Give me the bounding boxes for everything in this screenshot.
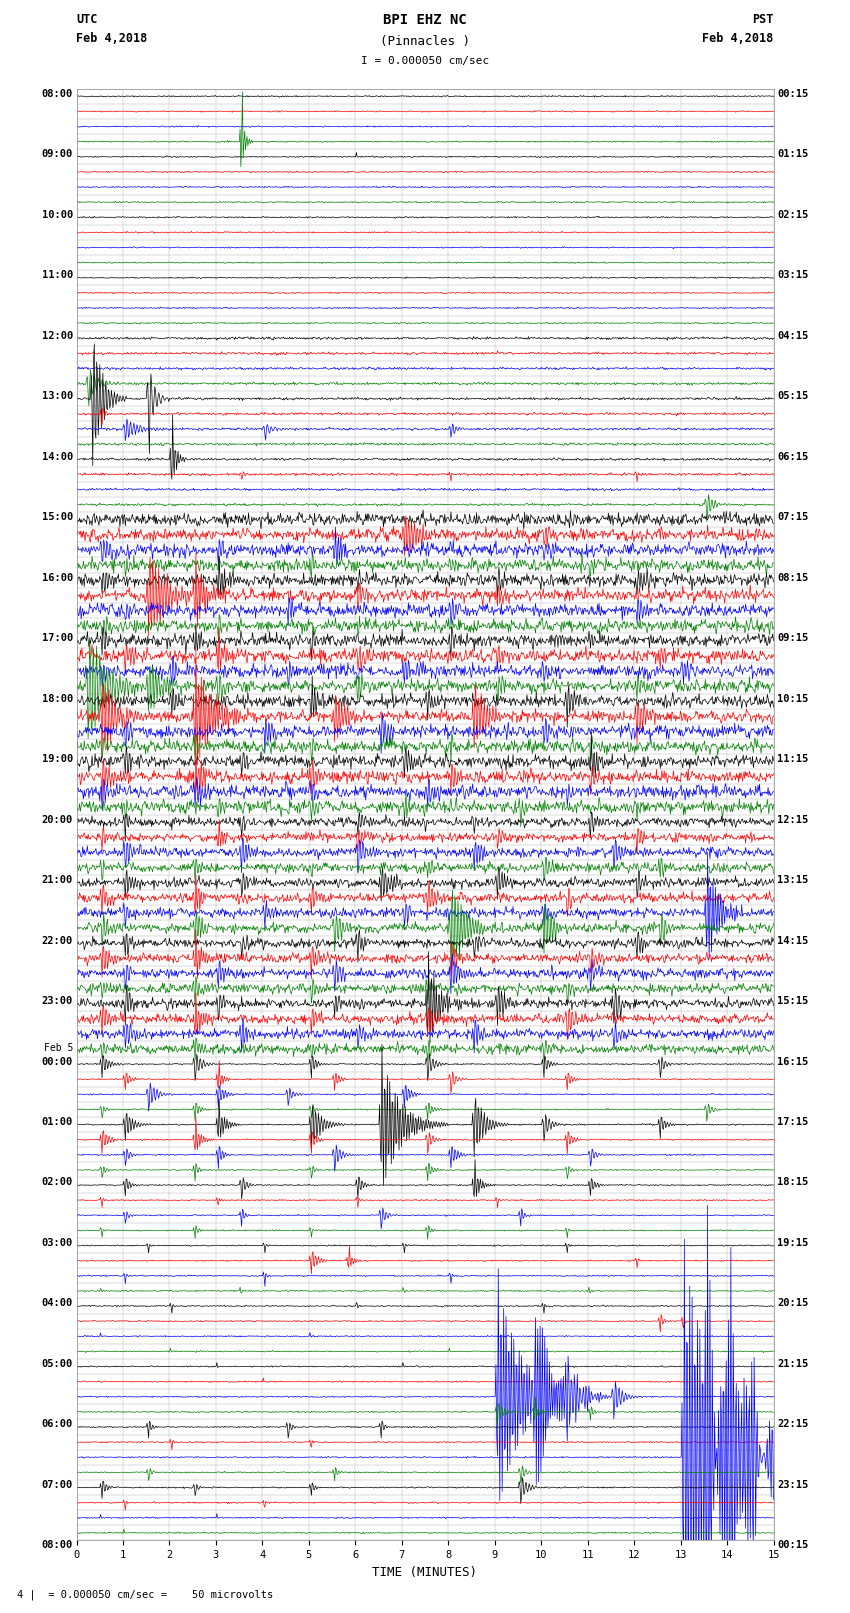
Text: 03:00: 03:00 [42, 1239, 73, 1248]
Text: 08:15: 08:15 [777, 573, 808, 582]
Text: 00:15: 00:15 [777, 1540, 808, 1550]
Text: 03:15: 03:15 [777, 271, 808, 281]
Text: 08:00: 08:00 [42, 1540, 73, 1550]
Text: 14:00: 14:00 [42, 452, 73, 461]
Text: 21:15: 21:15 [777, 1358, 808, 1369]
Text: 23:15: 23:15 [777, 1481, 808, 1490]
Text: 14:15: 14:15 [777, 936, 808, 945]
Text: 04:15: 04:15 [777, 331, 808, 340]
Text: 04:00: 04:00 [42, 1298, 73, 1308]
Text: 11:15: 11:15 [777, 755, 808, 765]
Text: 19:00: 19:00 [42, 755, 73, 765]
Text: 20:15: 20:15 [777, 1298, 808, 1308]
Text: 07:00: 07:00 [42, 1481, 73, 1490]
Text: 00:15: 00:15 [777, 89, 808, 98]
Text: 13:00: 13:00 [42, 392, 73, 402]
Text: BPI EHZ NC: BPI EHZ NC [383, 13, 467, 27]
Text: 12:15: 12:15 [777, 815, 808, 824]
Text: 10:15: 10:15 [777, 694, 808, 703]
Text: 17:15: 17:15 [777, 1116, 808, 1127]
Text: 00:00: 00:00 [42, 1057, 73, 1066]
Text: 01:15: 01:15 [777, 150, 808, 160]
Text: 13:15: 13:15 [777, 876, 808, 886]
Text: 01:00: 01:00 [42, 1116, 73, 1127]
Text: Feb 5: Feb 5 [43, 1044, 73, 1053]
Text: 19:15: 19:15 [777, 1239, 808, 1248]
Text: 21:00: 21:00 [42, 876, 73, 886]
Text: I = 0.000050 cm/sec: I = 0.000050 cm/sec [361, 56, 489, 66]
Text: 11:00: 11:00 [42, 271, 73, 281]
Text: 4 |  = 0.000050 cm/sec =    50 microvolts: 4 | = 0.000050 cm/sec = 50 microvolts [17, 1589, 273, 1600]
X-axis label: TIME (MINUTES): TIME (MINUTES) [372, 1566, 478, 1579]
Text: (Pinnacles ): (Pinnacles ) [380, 35, 470, 48]
Text: 02:00: 02:00 [42, 1177, 73, 1187]
Text: 05:15: 05:15 [777, 392, 808, 402]
Text: 23:00: 23:00 [42, 997, 73, 1007]
Text: 08:00: 08:00 [42, 89, 73, 98]
Text: Feb 4,2018: Feb 4,2018 [76, 32, 148, 45]
Text: 06:00: 06:00 [42, 1419, 73, 1429]
Text: 22:00: 22:00 [42, 936, 73, 945]
Text: 10:00: 10:00 [42, 210, 73, 219]
Text: 16:00: 16:00 [42, 573, 73, 582]
Text: 18:00: 18:00 [42, 694, 73, 703]
Text: 12:00: 12:00 [42, 331, 73, 340]
Text: 06:15: 06:15 [777, 452, 808, 461]
Text: 09:00: 09:00 [42, 150, 73, 160]
Text: Feb 4,2018: Feb 4,2018 [702, 32, 774, 45]
Text: 15:00: 15:00 [42, 513, 73, 523]
Text: 05:00: 05:00 [42, 1358, 73, 1369]
Text: 18:15: 18:15 [777, 1177, 808, 1187]
Text: 15:15: 15:15 [777, 997, 808, 1007]
Text: 20:00: 20:00 [42, 815, 73, 824]
Text: 09:15: 09:15 [777, 632, 808, 644]
Text: 02:15: 02:15 [777, 210, 808, 219]
Text: PST: PST [752, 13, 774, 26]
Text: 22:15: 22:15 [777, 1419, 808, 1429]
Text: 17:00: 17:00 [42, 632, 73, 644]
Text: UTC: UTC [76, 13, 98, 26]
Text: 07:15: 07:15 [777, 513, 808, 523]
Text: 16:15: 16:15 [777, 1057, 808, 1066]
